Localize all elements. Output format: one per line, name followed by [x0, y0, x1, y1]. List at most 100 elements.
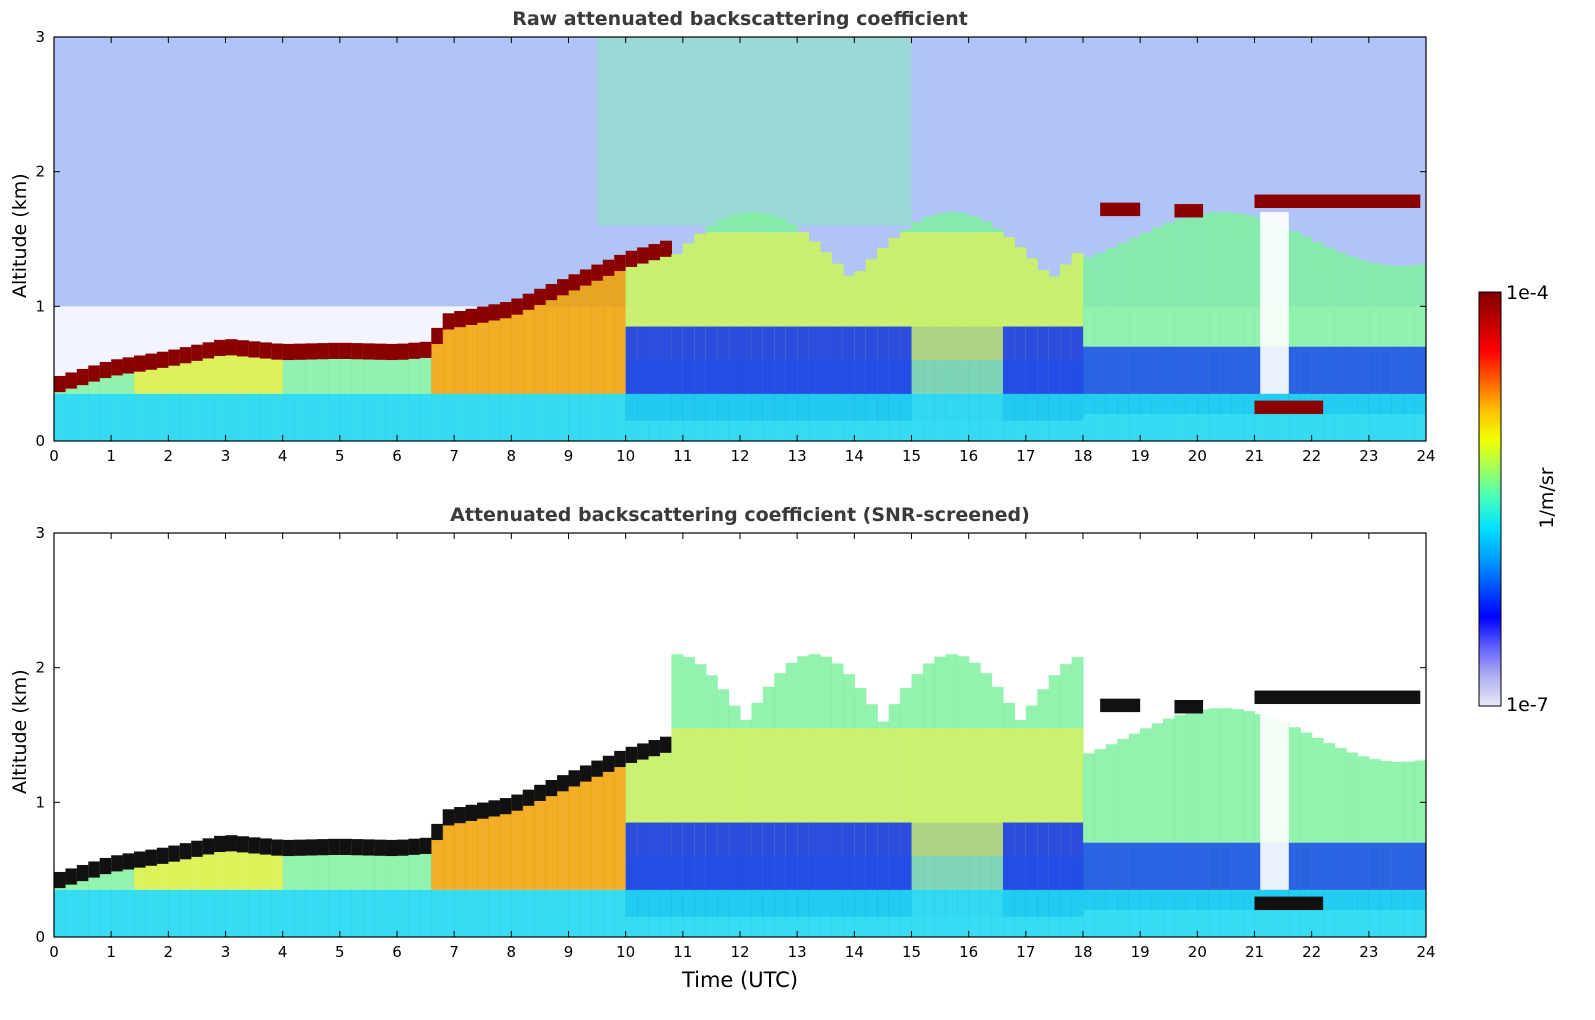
- layer-top-column: [591, 760, 604, 777]
- layer-top-column: [374, 839, 387, 856]
- layer-top-column: [499, 302, 512, 319]
- surface-column: [294, 889, 307, 937]
- panel2-xtick-label: 24: [1416, 943, 1435, 961]
- aerosol-column: [1426, 262, 1438, 394]
- aerosol-column: [568, 772, 581, 890]
- surface-column: [122, 393, 135, 441]
- surface-column: [1140, 889, 1153, 937]
- aerosol-column: [511, 301, 524, 394]
- surface-column: [1025, 889, 1038, 937]
- panel2-ytick-label: 3: [35, 524, 45, 542]
- surface-column: [1426, 890, 1438, 937]
- surface-column: [385, 889, 398, 937]
- layer-top-column: [111, 359, 124, 376]
- layer-top-column: [442, 809, 455, 826]
- surface-column: [717, 889, 730, 937]
- surface-column: [625, 393, 638, 441]
- surface-column: [957, 889, 970, 937]
- aerosol-column: [922, 232, 935, 361]
- aerosol-column: [534, 787, 547, 890]
- panel1-xtick-label: 19: [1131, 447, 1150, 465]
- layer-top-column: [339, 342, 352, 359]
- surface-column: [659, 889, 672, 937]
- surface-column: [1220, 889, 1233, 937]
- surface-column: [1037, 889, 1050, 937]
- panel2-xtick-label: 1: [106, 943, 116, 961]
- layer-top-column: [408, 838, 421, 855]
- surface-column: [454, 889, 467, 937]
- layer-top-column: [76, 368, 89, 386]
- panel1-noise-green: [597, 37, 912, 226]
- aerosol-column: [454, 809, 467, 890]
- aerosol-column: [602, 262, 615, 394]
- surface-column: [568, 393, 581, 441]
- panel2-xlabel: Time (UTC): [681, 968, 799, 992]
- surface-column: [591, 393, 604, 441]
- surface-column: [1060, 889, 1073, 937]
- panel1-xtick-label: 22: [1302, 447, 1321, 465]
- upper-cloud: [1100, 698, 1141, 713]
- layer-top-column: [168, 845, 181, 862]
- surface-column: [842, 889, 855, 937]
- surface-column: [225, 889, 238, 937]
- layer-top-column: [374, 343, 387, 360]
- layer-top-column: [397, 839, 410, 856]
- panel2-xtick-label: 23: [1359, 943, 1378, 961]
- surface-column: [65, 889, 78, 937]
- surface-column: [225, 393, 238, 441]
- layer-top-column: [522, 789, 535, 806]
- layer-top-column: [191, 344, 204, 361]
- panel2-xtick-label: 21: [1245, 943, 1264, 961]
- colorbar-max-label: 1e-4: [1506, 282, 1549, 304]
- aerosol-column: [534, 291, 547, 394]
- surface-column: [431, 393, 444, 441]
- surface-column: [557, 889, 570, 937]
- panel1-xtick-label: 24: [1416, 447, 1435, 465]
- layer-top-column: [316, 839, 329, 856]
- surface-column: [1140, 393, 1153, 441]
- surface-column: [865, 889, 878, 937]
- surface-column: [477, 889, 490, 937]
- layer-top-column: [259, 838, 272, 855]
- surface-column: [934, 889, 947, 937]
- layer-top-column: [637, 247, 650, 264]
- surface-column: [305, 393, 318, 441]
- layer-top-column: [134, 851, 147, 868]
- layer-top-column: [282, 839, 295, 857]
- surface-column: [854, 393, 867, 441]
- panel1-xtick-label: 1: [106, 447, 116, 465]
- surface-column: [99, 889, 112, 937]
- surface-column: [88, 393, 101, 441]
- aerosol-column: [1414, 760, 1426, 890]
- layer-top-column: [522, 293, 535, 310]
- low-cloud: [1254, 400, 1324, 415]
- aerosol-column: [499, 304, 512, 394]
- surface-column: [1071, 889, 1084, 937]
- surface-column: [145, 889, 158, 937]
- surface-column: [808, 393, 821, 441]
- surface-column: [1048, 393, 1061, 441]
- surface-column: [762, 393, 775, 441]
- layer-top-column: [454, 807, 467, 824]
- layer-top-column: [225, 835, 238, 852]
- surface-column: [1380, 889, 1393, 937]
- surface-column: [236, 393, 249, 441]
- surface-column: [282, 889, 295, 937]
- layer-top-column: [236, 340, 249, 357]
- layer-top-column: [99, 857, 112, 875]
- surface-column: [774, 889, 787, 937]
- surface-column: [145, 393, 158, 441]
- layer-top-column: [305, 839, 318, 856]
- layer-top-column: [511, 298, 524, 315]
- upper-cloud: [1254, 690, 1421, 705]
- aerosol-column: [934, 232, 947, 361]
- surface-column: [362, 889, 375, 937]
- layer-top-column: [76, 864, 89, 882]
- surface-column: [511, 393, 524, 441]
- surface-column: [488, 393, 501, 441]
- panel2-xtick-label: 18: [1073, 943, 1092, 961]
- panel2-title: Attenuated backscattering coefficient (S…: [450, 504, 1030, 526]
- surface-column: [1197, 393, 1210, 441]
